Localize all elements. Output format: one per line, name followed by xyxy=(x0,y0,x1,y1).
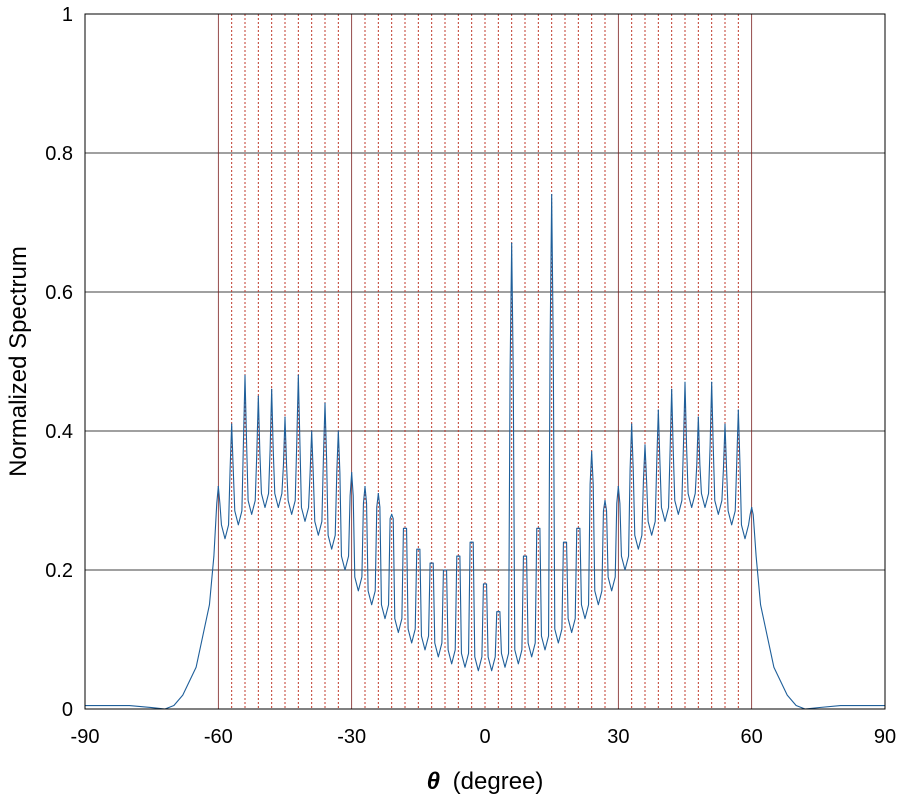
spectrum-peak-point xyxy=(457,555,459,557)
spectrum-peak-point xyxy=(231,423,233,425)
spectrum-peak-point xyxy=(217,486,219,488)
spectrum-peak-point xyxy=(724,423,726,425)
spectrum-peak-point xyxy=(564,541,566,543)
x-tick-label: 60 xyxy=(741,726,763,748)
spectrum-peak-point xyxy=(684,381,686,383)
y-tick-labels: 0 0.2 0.4 0.6 0.8 1 xyxy=(45,4,73,721)
x-tick-label: 0 xyxy=(479,726,490,748)
x-tick-label: 30 xyxy=(607,726,629,748)
spectrum-peak-point xyxy=(484,583,486,585)
spectrum-peak-point xyxy=(377,492,379,495)
spectrum-peak-point xyxy=(631,423,633,425)
y-tick-label: 0.2 xyxy=(45,560,73,582)
y-axis-label: Normalized Spectrum xyxy=(5,246,32,477)
spectrum-peak-point xyxy=(364,486,366,488)
spectrum-peak-point xyxy=(577,527,579,529)
spectrum-peak-point xyxy=(284,416,286,418)
spectrum-peak-point xyxy=(644,444,646,446)
y-tick-label: 0 xyxy=(62,699,73,721)
x-tick-labels: -90 -60 -30 0 30 60 90 xyxy=(71,726,897,748)
spectrum-peak-point xyxy=(337,430,339,432)
y-tick-label: 0.4 xyxy=(45,421,73,443)
x-axis-label: θ (degree) xyxy=(427,768,544,795)
spectrum-peak-point xyxy=(697,416,699,418)
spectrum-peak-point xyxy=(657,409,659,411)
x-axis-unit: (degree) xyxy=(453,768,544,795)
x-tick-label: 90 xyxy=(874,726,896,748)
spectrum-peak-point xyxy=(391,513,393,516)
spectrum-peak-point xyxy=(244,374,246,376)
spectrum-peak-point xyxy=(511,242,513,244)
spectrum-peak-point xyxy=(257,395,259,397)
spectrum-peak-point xyxy=(444,569,446,571)
spectrum-peak-point xyxy=(404,527,406,529)
spectrum-peak-point xyxy=(351,472,353,474)
spectrum-peak-point xyxy=(431,562,433,564)
spectrum-peak-point xyxy=(751,506,753,509)
spectrum-peak-point xyxy=(417,548,419,550)
spectrum-peak-point xyxy=(737,409,739,411)
spectrum-peak-point xyxy=(617,486,619,488)
y-tick-label: 0.8 xyxy=(45,143,73,165)
spectrum-peak-point xyxy=(271,388,273,390)
x-axis-symbol: θ xyxy=(427,768,440,795)
spectrum-peak-point xyxy=(297,374,299,376)
plot-frame xyxy=(84,13,886,710)
spectrum-peak-point xyxy=(311,430,313,432)
true-direction-markers xyxy=(231,14,739,709)
spectrum-peak-point xyxy=(591,451,593,453)
spectrum-peak-point xyxy=(524,555,526,557)
y-tick-label: 1 xyxy=(62,4,73,26)
spectrum-peak-point xyxy=(604,499,606,502)
y-tick-label: 0.6 xyxy=(45,282,73,304)
x-tick-label: -30 xyxy=(337,726,366,748)
spectrum-peak-point xyxy=(324,402,326,404)
spectrum-peak-point xyxy=(551,194,553,196)
x-tick-label: -90 xyxy=(71,726,100,748)
spectrum-peak-point xyxy=(471,541,473,543)
spectrum-peak-point xyxy=(711,381,713,383)
spectrum-peak-point xyxy=(537,527,539,529)
spectrum-peak-point xyxy=(497,611,499,613)
spectrum-peak-point xyxy=(671,388,673,390)
x-tick-label: -60 xyxy=(204,726,233,748)
spectrum-series xyxy=(85,194,885,710)
